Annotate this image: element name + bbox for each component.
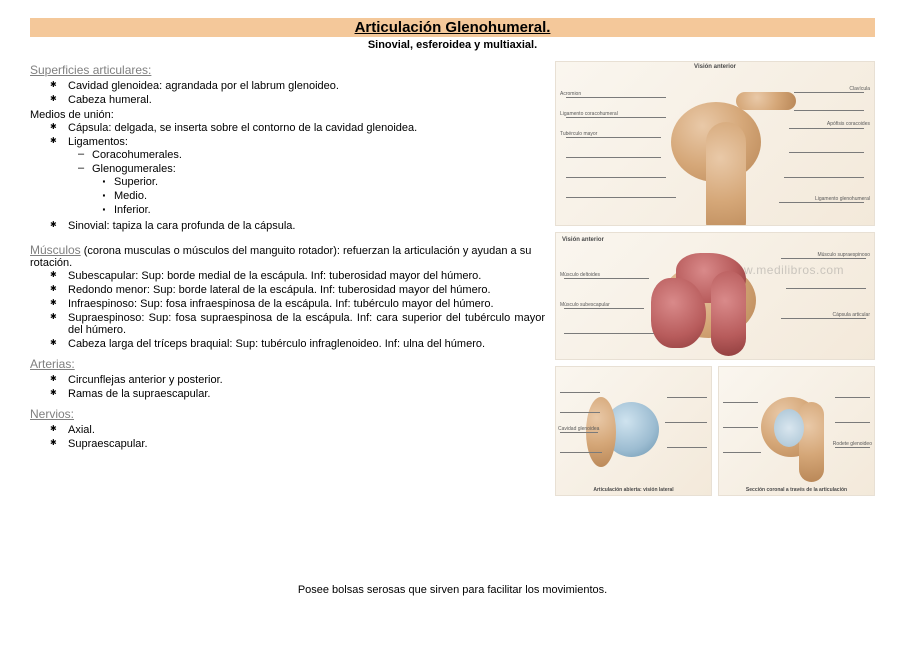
heading-superficies: Superficies articulares:	[30, 63, 545, 77]
anatomy-label: Tubérculo mayor	[560, 132, 597, 137]
anatomy-label: Apófisis coracoides	[827, 122, 870, 127]
heading-musculos: Músculos	[30, 243, 81, 257]
anatomy-label: Clavícula	[849, 87, 870, 92]
list-item: Cápsula: delgada, se inserta sobre el co…	[68, 121, 545, 135]
footer-note: Posee bolsas serosas que sirven para fac…	[0, 584, 905, 596]
figure-lateral-open: Cavidad glenoidea Articulación abierta: …	[555, 366, 712, 496]
figure-anterior-view: Visión anterior Acromion	[555, 61, 875, 226]
figure-caption: Visión anterior	[562, 237, 604, 243]
anatomy-label: Acromion	[560, 92, 581, 97]
list-superficies: Cavidad glenoidea: agrandada por el labr…	[30, 79, 545, 107]
list-item: Coracohumerales.	[92, 148, 545, 162]
page-subtitle: Sinovial, esferoidea y multiaxial.	[0, 39, 905, 51]
content-area: Superficies articulares: Cavidad glenoid…	[30, 57, 875, 496]
musculos-intro: (corona musculas o músculos del manguito…	[30, 245, 531, 269]
figure-coronal-section: Rodete glenoideo Sección coronal a travé…	[718, 366, 875, 496]
list-item: Ligamentos: Coracohumerales. Glenogumera…	[68, 135, 545, 219]
sublist-glenohumerales: Superior. Medio. Inferior.	[92, 175, 545, 217]
list-item-label: Ligamentos:	[68, 136, 128, 148]
list-item: Cabeza humeral.	[68, 93, 545, 107]
anatomy-label: Ligamento glenohumeral	[815, 197, 870, 202]
list-item: Sinovial: tapiza la cara profunda de la …	[68, 219, 545, 233]
figure-column: Visión anterior Acromion	[555, 57, 875, 496]
text-column: Superficies articulares: Cavidad glenoid…	[30, 57, 555, 496]
figure-caption: Visión anterior	[694, 64, 736, 70]
list-nervios: Axial. Supraescapular.	[30, 423, 545, 451]
anatomy-label: Cápsula articular	[832, 313, 870, 318]
list-item: Redondo menor: Sup: borde lateral de la …	[68, 283, 545, 297]
sublist-ligamentos: Coracohumerales. Glenogumerales: Superio…	[68, 148, 545, 218]
heading-arterias: Arterias:	[30, 357, 545, 371]
list-item: Subescapular: Sup: borde medial de la es…	[68, 269, 545, 283]
list-item: Supraescapular.	[68, 437, 545, 451]
anatomy-label: Músculo deltoides	[560, 273, 600, 278]
list-item: Superior.	[114, 175, 545, 189]
list-medios-union: Cápsula: delgada, se inserta sobre el co…	[30, 121, 545, 233]
list-item: Inferior.	[114, 203, 545, 217]
list-item: Circunflejas anterior y posterior.	[68, 373, 545, 387]
list-item: Supraespinoso: Sup: fosa supraespinosa d…	[68, 311, 545, 337]
page-title: Articulación Glenohumeral.	[30, 19, 875, 36]
figure-bottom-row: Cavidad glenoidea Articulación abierta: …	[555, 366, 875, 496]
figure-muscles-view: Visión anterior w.medilibros.com Músculo…	[555, 232, 875, 360]
list-item: Cabeza larga del tríceps braquial: Sup: …	[68, 337, 545, 351]
anatomy-label: Cavidad glenoidea	[558, 427, 599, 432]
musculos-block: Músculos (corona musculas o músculos del…	[30, 243, 545, 269]
heading-nervios: Nervios:	[30, 407, 545, 421]
anatomy-label: Músculo subescapular	[560, 303, 610, 308]
title-bar: Articulación Glenohumeral.	[30, 18, 875, 37]
list-item: Cavidad glenoidea: agrandada por el labr…	[68, 79, 545, 93]
anatomy-label: Músculo supraespinoso	[817, 253, 870, 258]
list-arterias: Circunflejas anterior y posterior. Ramas…	[30, 373, 545, 401]
list-item: Ramas de la supraescapular.	[68, 387, 545, 401]
anatomy-label: Rodete glenoideo	[833, 442, 872, 447]
heading-medios-union: Medios de unión:	[30, 109, 545, 121]
anatomy-label: Ligamento coracohumeral	[560, 112, 618, 117]
list-item: Medio.	[114, 189, 545, 203]
figure-caption: Sección coronal a través de la articulac…	[746, 487, 847, 493]
list-item: Infraespinoso: Sup: fosa infraespinosa d…	[68, 297, 545, 311]
figure-watermark: w.medilibros.com	[744, 263, 844, 277]
list-musculos: Subescapular: Sup: borde medial de la es…	[30, 269, 545, 351]
list-item: Axial.	[68, 423, 545, 437]
figure-caption: Articulación abierta: visión lateral	[593, 487, 673, 493]
list-item: Glenogumerales: Superior. Medio. Inferio…	[92, 162, 545, 218]
anatomical-figures: Visión anterior Acromion	[555, 61, 875, 496]
